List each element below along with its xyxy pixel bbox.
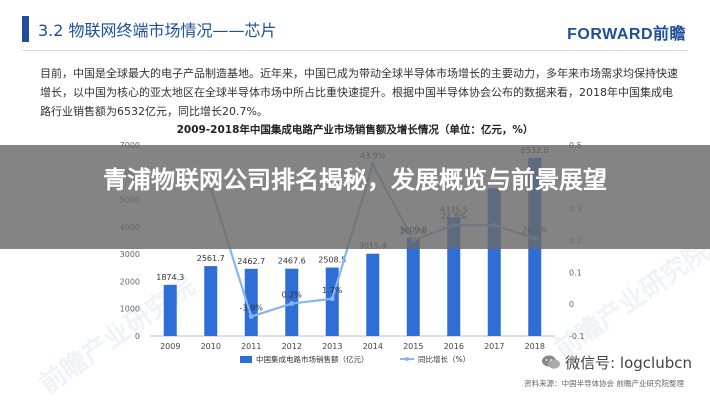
- y-right-tick-label: 0: [569, 300, 574, 309]
- y-left-tick-label: 2000: [120, 277, 140, 286]
- x-tick-label: 2013: [322, 342, 342, 351]
- bar-value-label: 2467.6: [278, 257, 306, 266]
- x-tick-label: 2009: [160, 342, 180, 351]
- bar-value-label: 1874.3: [156, 273, 184, 282]
- wechat-icon: [542, 355, 561, 369]
- growth-point: [248, 314, 254, 319]
- chart-title: 2009-2018年中国集成电路产业市场销售额及增长情况（单位：亿元，%）: [176, 124, 534, 136]
- x-tick-label: 2010: [201, 342, 221, 351]
- bar: [244, 268, 258, 336]
- wechat-id: 微信号: logclubcn: [541, 352, 692, 373]
- y-left-tick-label: 1000: [120, 305, 140, 314]
- wechat-label: 微信号: logclubcn: [565, 354, 692, 372]
- legend-label-line: 同比增长（%）: [418, 354, 470, 364]
- x-tick-label: 2014: [363, 342, 383, 351]
- header-bar: 3.2 物联网终端市场情况——芯片 FORWARD前瞻: [0, 0, 710, 58]
- x-tick-label: 2016: [444, 342, 464, 351]
- y-left-tick-label: 0: [135, 332, 140, 341]
- title-accent-bar: [22, 16, 29, 42]
- source-note: 资料来源：中国半导体协会 前瞻产业研究院整理: [524, 379, 684, 388]
- bar-value-label: 2462.7: [237, 257, 265, 266]
- bar-value-label: 2508.5: [318, 256, 346, 265]
- growth-value-label: -3.9%: [240, 304, 264, 313]
- bar-value-label: 2561.7: [197, 254, 225, 263]
- header-divider: [22, 50, 688, 51]
- y-left-tick-label: 3000: [120, 250, 140, 259]
- bar: [325, 267, 339, 336]
- x-tick-label: 2018: [525, 342, 545, 351]
- growth-value-label: 1.7%: [322, 286, 343, 295]
- bar: [163, 284, 177, 336]
- bar: [204, 266, 218, 336]
- intro-paragraph: 目前，中国是全球最大的电子产品制造基地。近年来，中国已成为带动全球半导体市场增长…: [40, 67, 678, 118]
- bar: [406, 237, 420, 336]
- legend-swatch-bars: [240, 356, 252, 363]
- article-title-overlay: 青浦物联网公司排名揭秘，发展概览与前景展望: [0, 145, 710, 249]
- x-tick-label: 2011: [241, 342, 261, 351]
- section-title: 3.2 物联网终端市场情况——芯片: [38, 21, 277, 40]
- growth-point: [289, 301, 295, 306]
- legend-label-bars: 中国集成电路市场销售额（亿元）: [256, 354, 369, 364]
- bar: [366, 253, 380, 336]
- x-tick-label: 2015: [403, 342, 423, 351]
- growth-value-label: 0.2%: [282, 291, 303, 300]
- x-tick-label: 2017: [484, 342, 504, 351]
- x-tick-label: 2012: [282, 342, 302, 351]
- y-right-tick-label: 0.1: [569, 268, 582, 277]
- brand-logo: FORWARD前瞻: [567, 26, 686, 43]
- y-right-tick-label: -0.1: [569, 332, 585, 341]
- article-title: 青浦物联网公司排名揭秘，发展概览与前景展望: [103, 166, 607, 194]
- legend-marker-line: [405, 357, 409, 361]
- growth-point: [329, 296, 335, 302]
